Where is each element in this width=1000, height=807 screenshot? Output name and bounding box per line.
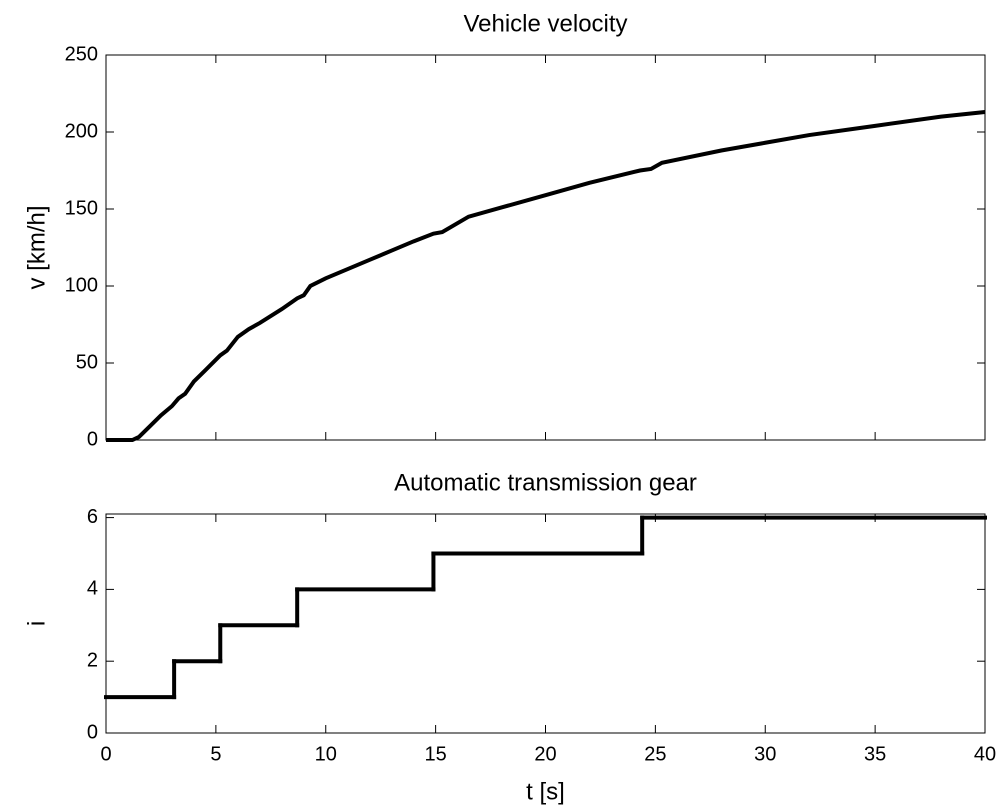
y-tick-label: 50 xyxy=(76,351,98,373)
axes-frame xyxy=(105,54,986,441)
y-axis-label: i xyxy=(23,621,50,626)
y-axis-label: v [km/h] xyxy=(23,205,50,289)
chart-title: Automatic transmission gear xyxy=(394,469,697,496)
chart-title: Vehicle velocity xyxy=(463,10,627,37)
y-tick-label: 4 xyxy=(87,578,98,600)
y-tick-label: 0 xyxy=(87,428,98,450)
x-tick-label: 25 xyxy=(644,743,666,765)
y-tick-label: 250 xyxy=(65,43,98,65)
x-tick-label: 10 xyxy=(315,743,337,765)
x-tick-label: 30 xyxy=(754,743,776,765)
data-line xyxy=(106,109,986,442)
y-tick-label: 200 xyxy=(65,120,98,142)
x-tick-label: 35 xyxy=(864,743,886,765)
y-tick-label: 0 xyxy=(87,721,98,743)
y-tick-label: 6 xyxy=(87,506,98,528)
x-tick-label: 15 xyxy=(425,743,447,765)
y-tick-label: 150 xyxy=(65,197,98,219)
x-tick-label: 5 xyxy=(210,743,221,765)
y-tick-label: 2 xyxy=(87,649,98,671)
x-tick-label: 20 xyxy=(534,743,556,765)
x-axis-label: t [s] xyxy=(526,778,565,805)
y-tick-label: 100 xyxy=(65,274,98,296)
x-tick-label: 0 xyxy=(100,743,111,765)
x-tick-label: 40 xyxy=(974,743,996,765)
